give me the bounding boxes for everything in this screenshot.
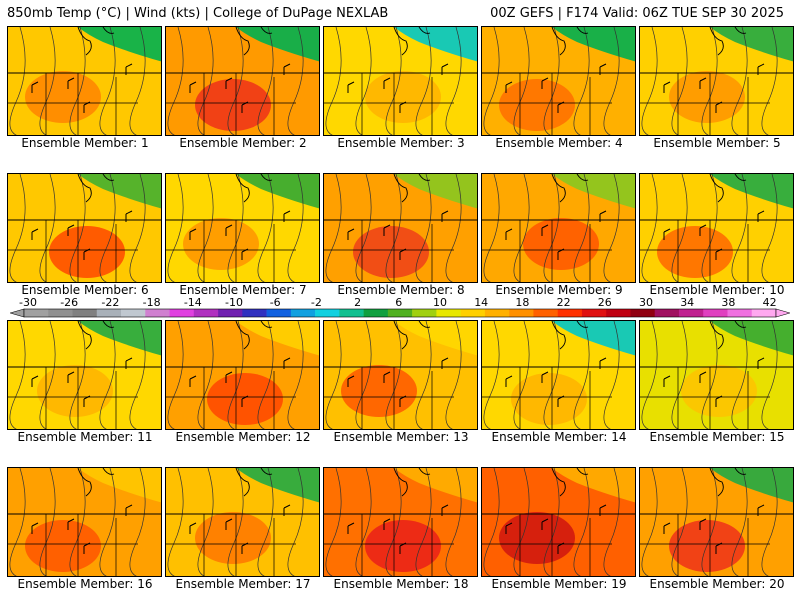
ensemble-member-label: Ensemble Member: 5 bbox=[653, 136, 781, 150]
ensemble-member-label: Ensemble Member: 10 bbox=[649, 283, 785, 297]
colorbar-tick-label: 6 bbox=[395, 296, 403, 309]
model-valid-time: 00Z GEFS | F174 Valid: 06Z TUE SEP 30 20… bbox=[490, 6, 784, 21]
colorbar-tick-label: 38 bbox=[721, 296, 736, 309]
ensemble-panel-20 bbox=[639, 467, 794, 577]
ensemble-panel-6 bbox=[7, 173, 162, 283]
ensemble-member-label: Ensemble Member: 6 bbox=[21, 283, 149, 297]
ensemble-member-label: Ensemble Member: 12 bbox=[175, 430, 311, 444]
ensemble-member-label: Ensemble Member: 2 bbox=[179, 136, 307, 150]
ensemble-panel-18 bbox=[323, 467, 478, 577]
colorbar-swatch bbox=[727, 309, 753, 317]
colorbar-tick-label: -10 bbox=[225, 296, 243, 309]
ensemble-member-label: Ensemble Member: 11 bbox=[17, 430, 153, 444]
colorbar-swatch bbox=[121, 309, 146, 317]
colorbar-tick-label: -26 bbox=[60, 296, 79, 309]
map-title: 850mb Temp (°C) | Wind (kts) | College o… bbox=[7, 6, 389, 21]
ensemble-member-label: Ensemble Member: 13 bbox=[333, 430, 469, 444]
colorbar-tick-label: 26 bbox=[597, 296, 612, 309]
ensemble-member-label: Ensemble Member: 7 bbox=[179, 283, 307, 297]
colorbar-tick-label: -30 bbox=[19, 296, 37, 309]
colorbar-swatch bbox=[630, 309, 656, 317]
colorbar-tick-label: -2 bbox=[310, 296, 322, 309]
colorbar-swatch bbox=[24, 309, 49, 317]
ensemble-panel-14 bbox=[481, 320, 636, 430]
ensemble-panel-4 bbox=[481, 26, 636, 136]
colorbar-swatch bbox=[509, 309, 534, 317]
colorbar-swatch bbox=[339, 309, 364, 317]
colorbar-tick-label: -6 bbox=[269, 296, 281, 309]
ensemble-member-label: Ensemble Member: 17 bbox=[175, 577, 311, 591]
colorbar-tick-label: 18 bbox=[515, 296, 530, 309]
ensemble-panel-5 bbox=[639, 26, 794, 136]
colorbar-tick-label: 22 bbox=[556, 296, 571, 309]
colorbar-swatch bbox=[363, 309, 389, 317]
ensemble-member-label: Ensemble Member: 20 bbox=[649, 577, 785, 591]
colorbar-swatch bbox=[193, 309, 219, 317]
colorbar-swatch bbox=[290, 309, 316, 317]
colorbar-swatch bbox=[387, 309, 413, 317]
colorbar-tick-label: -14 bbox=[183, 296, 202, 309]
ensemble-member-label: Ensemble Member: 1 bbox=[21, 136, 149, 150]
colorbar-swatch bbox=[751, 309, 777, 317]
colorbar-swatch bbox=[315, 309, 340, 317]
colorbar-tick-label: 10 bbox=[433, 296, 447, 309]
ensemble-panel-12 bbox=[165, 320, 320, 430]
colorbar-swatch bbox=[242, 309, 267, 317]
ensemble-member-label: Ensemble Member: 18 bbox=[333, 577, 469, 591]
colorbar-swatch bbox=[581, 309, 607, 317]
colorbar-swatch bbox=[557, 309, 583, 317]
colorbar-swatch bbox=[533, 309, 558, 317]
colorbar-swatch bbox=[169, 309, 195, 317]
colorbar-tick-label: -22 bbox=[101, 296, 120, 309]
ensemble-member-label: Ensemble Member: 16 bbox=[17, 577, 153, 591]
colorbar-swatch bbox=[96, 309, 122, 317]
colorbar-swatch bbox=[678, 309, 704, 317]
ensemble-panel-3 bbox=[323, 26, 478, 136]
ensemble-panel-11 bbox=[7, 320, 162, 430]
colorbar-swatch bbox=[412, 309, 437, 317]
ensemble-panel-2 bbox=[165, 26, 320, 136]
ensemble-panel-16 bbox=[7, 467, 162, 577]
ensemble-panel-9 bbox=[481, 173, 636, 283]
colorbar-swatch bbox=[145, 309, 170, 317]
ensemble-panel-17 bbox=[165, 467, 320, 577]
ensemble-panel-1 bbox=[7, 26, 162, 136]
colorbar-tick-label: 14 bbox=[474, 296, 489, 309]
ensemble-member-label: Ensemble Member: 15 bbox=[649, 430, 785, 444]
temperature-colorbar bbox=[10, 308, 790, 318]
colorbar-swatch bbox=[266, 309, 292, 317]
ensemble-member-label: Ensemble Member: 19 bbox=[491, 577, 627, 591]
colorbar-tick-label: -18 bbox=[142, 296, 161, 309]
colorbar-swatch bbox=[72, 309, 98, 317]
ensemble-member-label: Ensemble Member: 9 bbox=[495, 283, 623, 297]
colorbar-swatch bbox=[460, 309, 486, 317]
ensemble-panel-15 bbox=[639, 320, 794, 430]
ensemble-member-label: Ensemble Member: 4 bbox=[495, 136, 623, 150]
colorbar-swatch bbox=[484, 309, 510, 317]
ensemble-panel-13 bbox=[323, 320, 478, 430]
colorbar-tick-label: 30 bbox=[639, 296, 653, 309]
colorbar-arrow-right bbox=[775, 308, 790, 318]
colorbar-tick-label: 2 bbox=[354, 296, 362, 309]
ensemble-panel-19 bbox=[481, 467, 636, 577]
colorbar-tick-label: 34 bbox=[680, 296, 695, 309]
ensemble-member-label: Ensemble Member: 8 bbox=[337, 283, 465, 297]
colorbar-swatch bbox=[654, 309, 680, 317]
colorbar-arrow-left bbox=[10, 308, 25, 318]
ensemble-panel-8 bbox=[323, 173, 478, 283]
colorbar-tick-label: 42 bbox=[762, 296, 777, 309]
ensemble-member-label: Ensemble Member: 14 bbox=[491, 430, 627, 444]
colorbar-swatch bbox=[48, 309, 73, 317]
ensemble-panel-10 bbox=[639, 173, 794, 283]
colorbar-swatch bbox=[218, 309, 243, 317]
ensemble-panel-7 bbox=[165, 173, 320, 283]
colorbar-swatch bbox=[606, 309, 631, 317]
colorbar-swatch bbox=[436, 309, 461, 317]
ensemble-member-label: Ensemble Member: 3 bbox=[337, 136, 465, 150]
colorbar-swatch bbox=[703, 309, 728, 317]
